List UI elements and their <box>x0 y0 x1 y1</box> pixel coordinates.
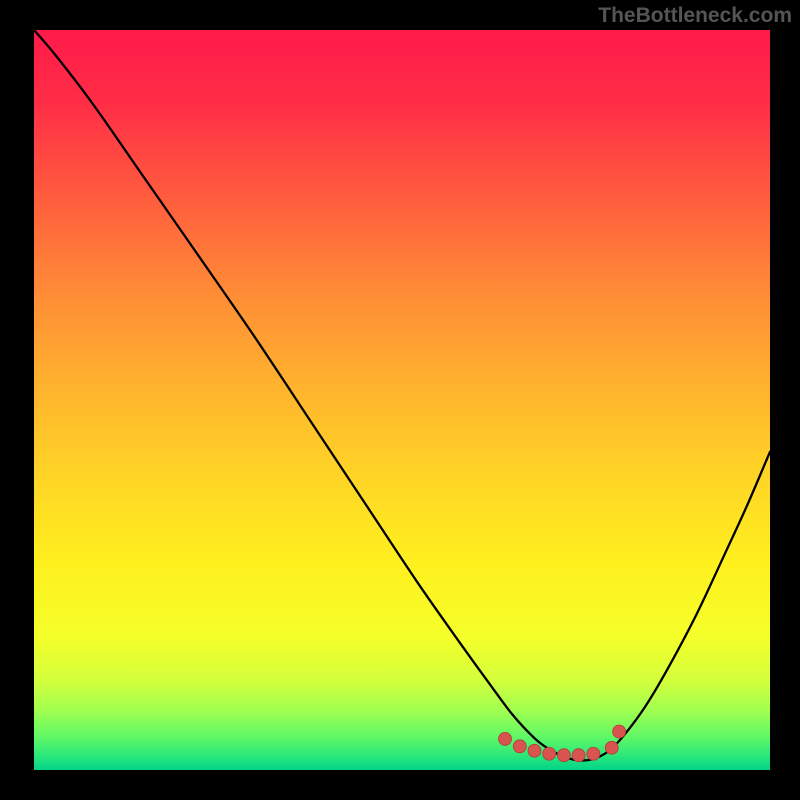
watermark-text: TheBottleneck.com <box>598 4 792 28</box>
plot-area <box>34 30 770 770</box>
gradient-background <box>34 30 770 770</box>
chart-container: TheBottleneck.com <box>0 0 800 800</box>
